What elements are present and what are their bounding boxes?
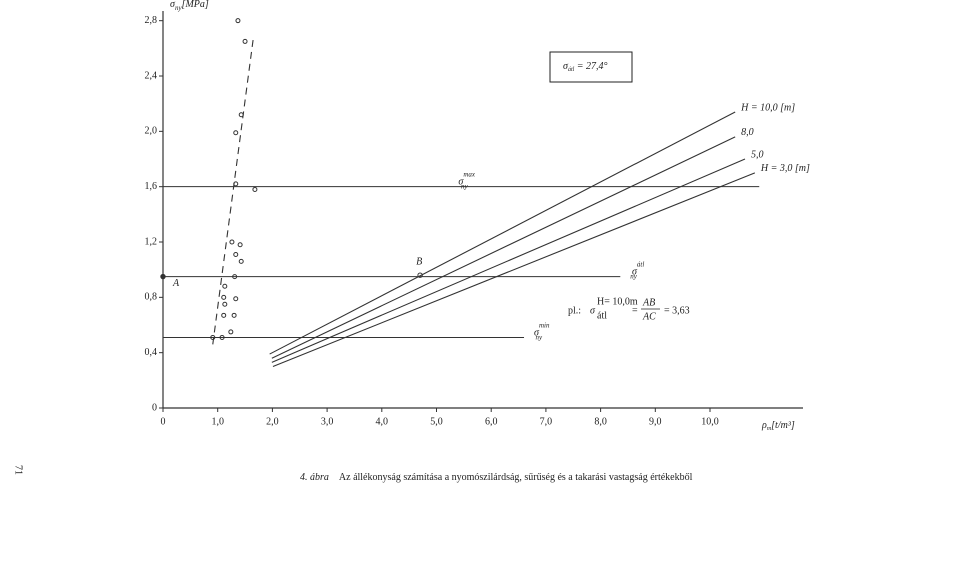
formula-equals: = (632, 305, 638, 316)
series-line (269, 111, 736, 355)
data-point (219, 334, 225, 340)
data-point (229, 239, 235, 245)
x-tick-label: 4,0 (376, 416, 389, 427)
y-tick-label: 2,0 (145, 126, 158, 137)
superscript: átl (637, 260, 644, 268)
y-tick-label: 1,2 (145, 236, 158, 247)
data-point (222, 283, 228, 289)
x-tick-label: 5,0 (430, 416, 443, 427)
series-line (271, 158, 746, 363)
trend-line (212, 38, 254, 345)
x-tick-label: 6,0 (485, 416, 498, 427)
symbol: σ (632, 267, 638, 278)
y-axis-label: σny[MPa] (170, 0, 209, 12)
y-tick-label: 0,8 (145, 292, 158, 303)
formula-numerator: AB (642, 297, 655, 308)
subscript: átl (568, 67, 575, 73)
subscript: ny (175, 4, 183, 12)
x-tick-label: 7,0 (540, 416, 553, 427)
formula-superscript: H= 10,0m (597, 296, 638, 307)
x-tick-label: 8,0 (594, 416, 607, 427)
x-tick-label: 9,0 (649, 416, 662, 427)
x-axis-label: ρm[t/m³] (761, 420, 795, 432)
unit: [t/m³] (771, 420, 795, 431)
formula: pl.: σ H= 10,0m átl = AB AC = 3,63 (568, 296, 690, 322)
data-point (222, 301, 228, 307)
caption: 4. ábra Az állékonyság számítása a nyomós… (300, 472, 693, 483)
series-label: H = 10,0 [m] (740, 102, 795, 113)
x-tick-label: 0 (161, 416, 166, 427)
data-point (233, 296, 239, 302)
symbol: σ (458, 177, 464, 188)
data-point (235, 18, 241, 24)
x-tick-label: 1,0 (211, 416, 224, 427)
formula-result: = 3,63 (664, 305, 690, 316)
point-label: A (172, 278, 180, 289)
caption-number: 4. ábra (300, 472, 329, 483)
named-point (417, 272, 423, 278)
point-label: B (416, 257, 422, 268)
series-label: 5,0 (751, 149, 764, 160)
data-point (237, 242, 243, 248)
data-point (238, 112, 244, 118)
subscript: ny (461, 182, 469, 190)
text: = 27,4° (574, 61, 607, 72)
symbol: σ (170, 0, 176, 10)
data-point (242, 38, 248, 44)
y-tick-label: 2,4 (145, 70, 158, 81)
data-point (210, 334, 216, 340)
superscript: max (463, 170, 476, 178)
reference-label: σmin ny (534, 321, 550, 341)
data-point (233, 181, 239, 187)
data-point (221, 312, 227, 318)
series-label: 8,0 (741, 127, 754, 138)
subscript: ny (630, 272, 638, 280)
formula-symbol: σ (590, 305, 596, 316)
named-point (160, 273, 166, 280)
data-point (231, 312, 237, 318)
symbol: σ (534, 328, 540, 339)
subscript: m (767, 426, 772, 432)
data-point (238, 258, 244, 264)
data-point (232, 274, 238, 280)
unit: [MPa] (182, 0, 209, 10)
angle-box (549, 51, 633, 83)
data-point (252, 186, 258, 192)
series-line (272, 172, 756, 368)
data-point (233, 130, 239, 136)
series-line (271, 136, 736, 359)
reference-label: σátl ny (630, 260, 644, 280)
y-tick-label: 0,4 (145, 347, 158, 358)
page-number: 71 (13, 465, 24, 475)
formula-subscript: átl (597, 310, 607, 321)
formula-prefix: pl.: (568, 305, 581, 316)
data-point (233, 251, 239, 257)
symbol: ρ (761, 420, 767, 431)
x-tick-label: 10,0 (701, 416, 719, 427)
subscript: ny (535, 333, 543, 341)
formula-denominator: AC (642, 311, 656, 322)
y-tick-label: 1,6 (145, 181, 158, 192)
y-tick-label: 0 (152, 402, 157, 413)
data-point (221, 294, 227, 300)
x-tick-label: 2,0 (266, 416, 279, 427)
series-label: H = 3,0 [m] (760, 163, 810, 174)
data-point (228, 329, 234, 335)
caption-text: Az állékonyság számítása a nyomószilárds… (339, 472, 693, 483)
x-tick-label: 3,0 (321, 416, 334, 427)
angle-text: σátl = 27,4° (563, 61, 608, 73)
y-tick-label: 2,8 (145, 15, 158, 26)
symbol: σ (563, 61, 569, 72)
superscript: min (539, 321, 550, 329)
reference-label: σmax ny (458, 170, 475, 190)
